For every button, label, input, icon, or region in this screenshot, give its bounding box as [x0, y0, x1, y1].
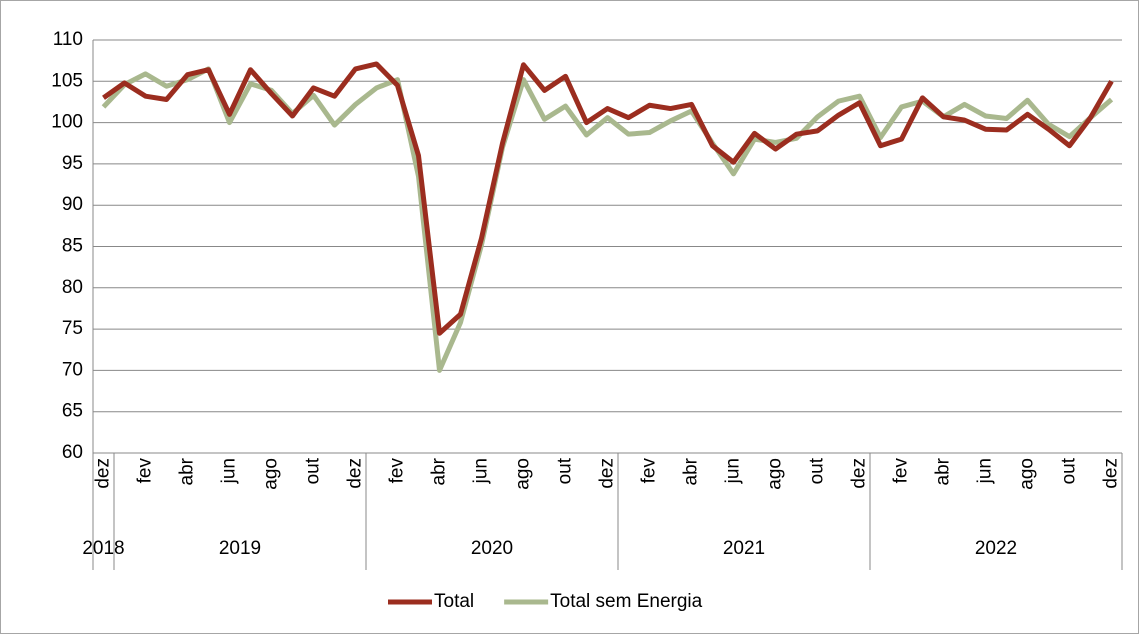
x-tick-label: ago	[261, 458, 282, 490]
x-group-label: 2021	[723, 538, 765, 559]
x-tick-label: ago	[765, 458, 786, 490]
y-tick-label: 65	[62, 401, 83, 422]
x-tick-label: dez	[345, 458, 366, 489]
x-tick-label: abr	[933, 457, 954, 485]
x-tick-label: ago	[1017, 458, 1038, 490]
x-tick-label: fev	[387, 458, 408, 484]
x-group-label: 2022	[975, 538, 1017, 559]
y-tick-label: 95	[62, 153, 83, 174]
x-tick-label: out	[1059, 457, 1080, 484]
x-tick-label: fev	[639, 458, 660, 484]
x-tick-label: jun	[219, 458, 240, 484]
x-tick-label: dez	[1101, 458, 1122, 489]
x-tick-label: jun	[723, 458, 744, 484]
y-tick-label: 60	[62, 442, 83, 463]
y-tick-label: 80	[62, 277, 83, 298]
legend-label: Total sem Energia	[550, 591, 703, 612]
x-tick-label: dez	[849, 458, 870, 489]
x-tick-label: abr	[681, 457, 702, 485]
y-tick-label: 100	[51, 112, 83, 133]
y-tick-label: 105	[51, 70, 83, 91]
x-tick-label: out	[807, 457, 828, 484]
x-group-label: 2020	[471, 538, 513, 559]
x-group-label: 2018	[82, 538, 124, 559]
y-tick-label: 110	[53, 29, 83, 50]
y-tick-label: 70	[62, 359, 83, 380]
x-tick-label: jun	[471, 458, 492, 484]
x-tick-label: fev	[135, 458, 156, 484]
x-tick-label: dez	[597, 458, 618, 489]
y-tick-label: 85	[62, 236, 83, 257]
x-tick-label: out	[555, 457, 576, 484]
x-tick-label: abr	[177, 457, 198, 485]
x-tick-label: ago	[513, 458, 534, 490]
x-group-label: 2019	[219, 538, 261, 559]
x-tick-label: abr	[429, 457, 450, 485]
legend-label: Total	[434, 591, 474, 612]
x-tick-label: out	[303, 457, 324, 484]
y-tick-label: 90	[62, 194, 83, 215]
x-tick-label: dez	[93, 458, 114, 489]
x-tick-label: fev	[891, 458, 912, 484]
x-tick-label: jun	[975, 458, 996, 484]
y-tick-label: 75	[62, 318, 83, 339]
series-line	[102, 61, 1114, 336]
